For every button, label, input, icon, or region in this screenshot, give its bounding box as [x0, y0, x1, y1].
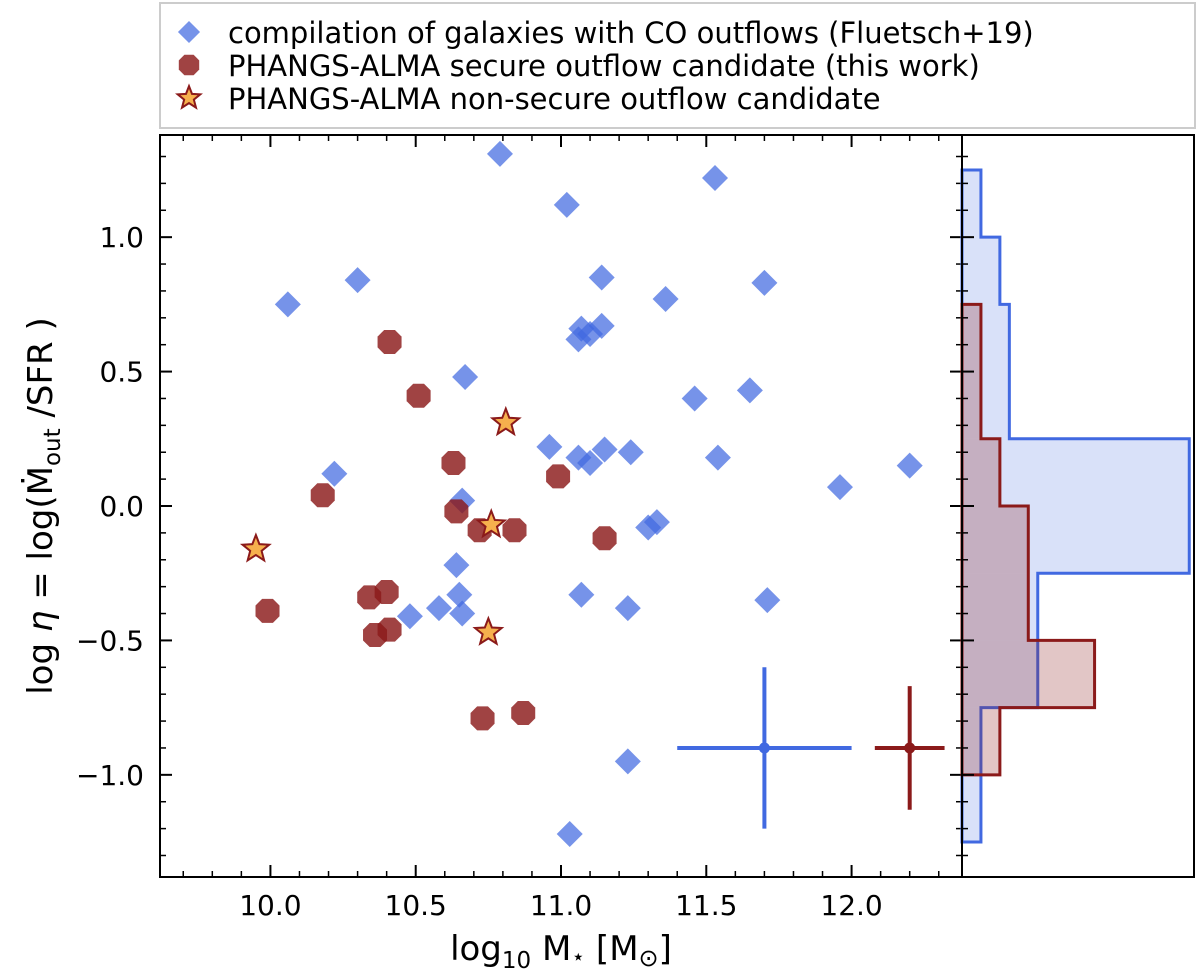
- data-point-diamond: [702, 165, 729, 192]
- y-tick-label: −0.5: [76, 624, 144, 657]
- data-point-octagon: [546, 464, 571, 489]
- histogram-axes: [960, 134, 1195, 878]
- data-point-diamond: [614, 748, 641, 775]
- x-tick-label: 12.0: [820, 889, 882, 922]
- data-point-diamond: [452, 363, 479, 390]
- data-point-diamond: [588, 312, 615, 339]
- data-point-diamond: [896, 452, 923, 479]
- data-point-diamond: [396, 603, 423, 630]
- histogram-blue-bar: [962, 237, 1000, 305]
- histogram-red-bar: [962, 371, 981, 439]
- data-point-diamond: [486, 140, 513, 167]
- data-point-diamond: [553, 191, 580, 218]
- scatter-axes: 10.0 10.5 11.0 11.5 12.0 −1.0 −0.5 0.0 0.5 1.0: [76, 134, 963, 922]
- data-point-octagon: [377, 617, 402, 642]
- data-point-octagon: [502, 518, 527, 543]
- y-axis-label: log η = log(Ṁout /SFR ): [21, 317, 66, 695]
- legend-label: PHANGS-ALMA secure outflow candidate (th…: [228, 49, 980, 83]
- histogram-blue-bar: [962, 169, 981, 238]
- data-point-diamond: [556, 820, 583, 847]
- legend-marker: [178, 54, 200, 76]
- data-point-octagon: [374, 580, 399, 605]
- x-tick-label: 11.0: [530, 889, 592, 922]
- data-point-octagon: [470, 706, 495, 731]
- data-point-star: [472, 615, 505, 646]
- histogram-red-bar: [962, 438, 1000, 506]
- data-point-star: [475, 508, 508, 539]
- error-bar-center: [904, 742, 916, 754]
- data-point-star: [239, 532, 272, 563]
- x-axis-label: log10 M⋆ [M⊙]: [450, 929, 672, 971]
- legend: compilation of galaxies with CO outflows…: [159, 2, 1196, 129]
- data-point-octagon: [444, 499, 469, 524]
- histogram-red-bar: [962, 304, 981, 372]
- data-point-diamond: [754, 587, 781, 614]
- data-point-diamond: [274, 291, 301, 318]
- data-point-octagon: [406, 383, 431, 408]
- data-point-diamond: [736, 377, 763, 404]
- data-point-diamond: [568, 581, 595, 608]
- histogram-red-bar: [962, 506, 1029, 641]
- axis-ticks: 10.0 10.5 11.0 11.5 12.0 −1.0 −0.5 0.0 0.5 1.0: [76, 135, 962, 922]
- data-point-diamond: [652, 285, 679, 312]
- data-point-diamond: [591, 436, 618, 463]
- x-tick-label: 11.5: [675, 889, 737, 922]
- data-point-diamond: [643, 509, 670, 536]
- data-point-octagon: [377, 330, 402, 355]
- data-point-diamond: [577, 449, 604, 476]
- histogram-blue-bar: [962, 573, 1038, 708]
- histogram-red-outline: [960, 302, 1097, 777]
- data-point-diamond: [751, 269, 778, 296]
- data-point-octagon: [441, 450, 466, 475]
- data-points: [239, 140, 923, 847]
- data-point-diamond: [425, 595, 452, 622]
- y-tick-label: 0.5: [99, 356, 144, 389]
- data-point-octagon: [255, 598, 280, 623]
- legend-marker: [177, 20, 201, 44]
- histogram-frame: [961, 134, 1195, 878]
- x-tick-label: 10.0: [239, 889, 301, 922]
- x-tick-label: 10.5: [385, 889, 447, 922]
- histogram-red-bar: [962, 707, 1000, 775]
- histogram-bars: [960, 168, 1191, 844]
- error-bars: [677, 667, 945, 829]
- legend-label: PHANGS-ALMA non-secure outflow candidate: [228, 82, 881, 116]
- data-point-octagon: [310, 483, 335, 508]
- data-point-diamond: [588, 264, 615, 291]
- data-point-diamond: [344, 267, 371, 294]
- legend-box: [159, 2, 1196, 129]
- histogram-red-bar: [962, 640, 1095, 708]
- data-point-diamond: [617, 439, 644, 466]
- legend-label: compilation of galaxies with CO outflows…: [228, 16, 1034, 50]
- data-point-star: [489, 405, 522, 437]
- data-point-octagon: [592, 526, 617, 551]
- data-point-diamond: [321, 460, 348, 487]
- error-bar-center: [758, 742, 770, 754]
- data-point-octagon: [511, 701, 536, 726]
- y-tick-label: −1.0: [76, 759, 144, 792]
- data-point-diamond: [826, 474, 853, 501]
- data-point-diamond: [681, 385, 708, 412]
- data-point-diamond: [536, 433, 563, 460]
- data-point-diamond: [443, 552, 470, 579]
- legend-marker: [175, 83, 203, 110]
- data-point-diamond: [446, 581, 473, 608]
- data-point-diamond: [449, 600, 476, 627]
- data-point-diamond: [704, 444, 731, 471]
- y-tick-label: 0.0: [99, 490, 144, 523]
- data-point-diamond: [614, 595, 641, 622]
- y-tick-label: 1.0: [99, 221, 144, 254]
